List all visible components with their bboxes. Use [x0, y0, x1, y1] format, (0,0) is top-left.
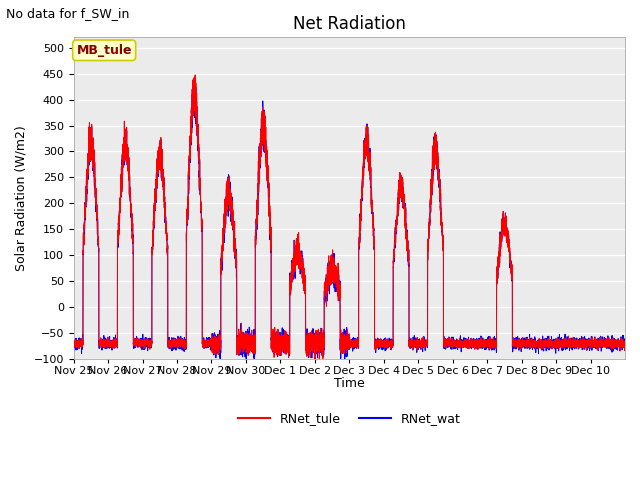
Title: Net Radiation: Net Radiation	[293, 15, 406, 33]
Text: MB_tule: MB_tule	[76, 44, 132, 57]
Y-axis label: Solar Radiation (W/m2): Solar Radiation (W/m2)	[15, 125, 28, 271]
Text: No data for f_SW_in: No data for f_SW_in	[6, 7, 130, 20]
X-axis label: Time: Time	[334, 377, 365, 390]
Legend: RNet_tule, RNet_wat: RNet_tule, RNet_wat	[233, 407, 465, 430]
